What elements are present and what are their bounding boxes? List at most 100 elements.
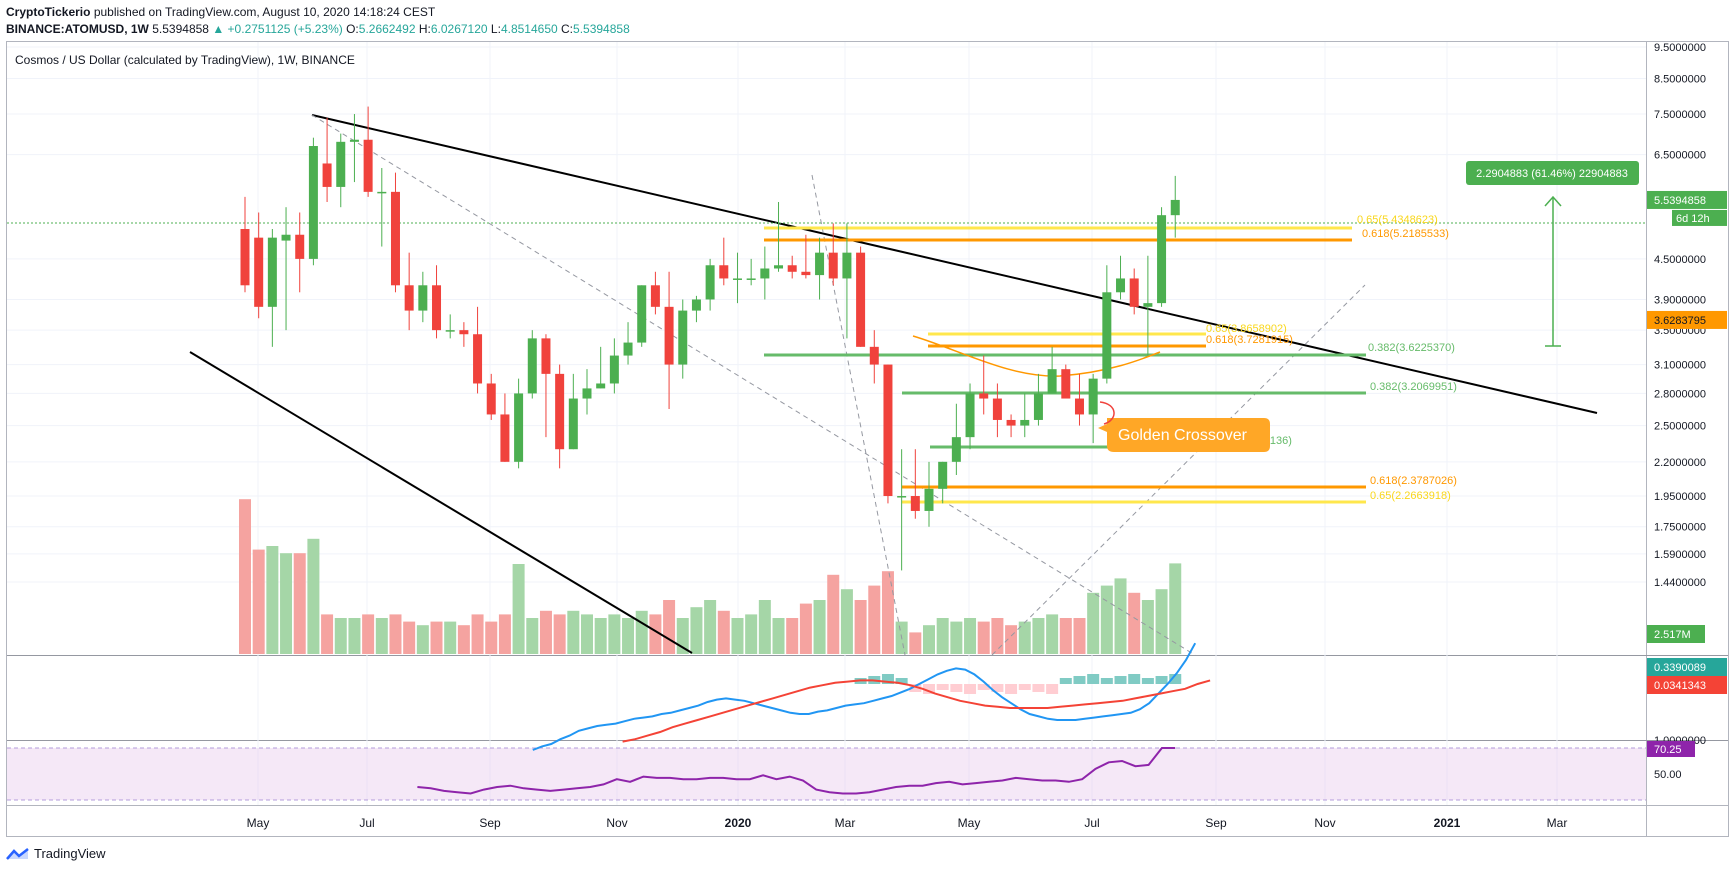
candle-body (322, 163, 332, 187)
candle-body (1088, 378, 1098, 415)
price-tick-label: 2.5000000 (1654, 421, 1706, 433)
macd-histogram-bar (895, 678, 908, 684)
volume-bar (1141, 600, 1154, 654)
golden-crossover-callout[interactable] (1098, 418, 1270, 452)
candle-body (787, 265, 797, 272)
volume-bar (403, 621, 416, 654)
last-price-tag-text: 5.5394858 (1654, 195, 1706, 207)
volume-bar (1155, 589, 1168, 654)
volume-bar (1032, 618, 1045, 654)
candle-body (691, 299, 701, 311)
volume-bar (758, 600, 771, 654)
dashed-line-1[interactable] (311, 114, 1196, 656)
measure-label-box[interactable] (1466, 161, 1639, 185)
macd-histogram-bar (881, 674, 894, 684)
publisher-name[interactable]: CryptoTickerio (6, 5, 91, 19)
volume-bar (334, 618, 347, 654)
published-text: published on TradingView.com, August 10,… (93, 5, 436, 19)
candle-body (568, 398, 578, 450)
macd-histogram-bar (950, 684, 963, 692)
volume-bar (663, 600, 676, 654)
candle-body (705, 265, 715, 300)
time-axis[interactable]: May Jul Sep Nov 2020 Mar May Jul Sep Nov 2021 Mar (247, 816, 1568, 830)
rsi-tick-2: 50.00 (1654, 769, 1682, 781)
volume-bar (827, 574, 840, 654)
macd-histogram-bar (991, 684, 1004, 692)
volume-bar (717, 610, 730, 654)
candle-body (897, 496, 907, 498)
candle-body (1102, 292, 1112, 379)
candle-body (664, 306, 674, 365)
trendline-lower[interactable] (189, 351, 693, 654)
candle-body (979, 393, 989, 399)
macd-histogram-bar (1169, 674, 1182, 684)
candle-body (582, 388, 592, 399)
volume-bar (1169, 563, 1182, 654)
volume-bar (868, 585, 881, 654)
volume-bar (622, 618, 635, 654)
dashed-line-2[interactable] (991, 284, 1366, 656)
volume-bar (649, 614, 662, 654)
measure-label-text: 2.2904883 (61.46%) 22904883 (1476, 168, 1628, 180)
rsi-pane (417, 747, 1176, 795)
volume-bar (416, 625, 429, 654)
price-tick-label: 1.9500000 (1654, 491, 1706, 503)
price-axis[interactable]: 9.5000000 8.5000000 7.5000000 6.5000000 4.50… (1647, 42, 1727, 781)
macd-histogram-bar (1032, 684, 1045, 692)
volume-bar (498, 614, 511, 654)
fib-label: 0.618(5.2185533) (1362, 228, 1449, 240)
fib-label: 0.65(3.8658902) (1206, 323, 1287, 335)
candle-body (473, 334, 483, 384)
volume-bar (745, 614, 758, 654)
candle-body (500, 414, 510, 462)
footer-brand[interactable]: TradingView (6, 846, 106, 861)
signal-tag (1647, 676, 1727, 694)
chart-title: Cosmos / US Dollar (calculated by Tradin… (15, 53, 355, 67)
measure-arrow-head (1544, 195, 1562, 207)
macd-histogram-bar (1141, 678, 1154, 684)
candle-body (1129, 278, 1139, 307)
candles (240, 106, 1180, 571)
candle-body (1074, 398, 1084, 415)
volume-bar (690, 607, 703, 654)
countdown-tag-text: 6d 12h (1676, 213, 1710, 225)
volume-bar (526, 618, 539, 654)
symbol-label: BINANCE:ATOMUSD, 1W (6, 22, 149, 36)
fib-label: 0.382(3.6225370) (1368, 342, 1455, 354)
candle-body (404, 285, 414, 311)
volume-bar (1114, 578, 1127, 654)
candle-body (842, 252, 852, 279)
volume-bar (471, 614, 484, 654)
publisher-line: CryptoTickerio published on TradingView.… (6, 5, 435, 19)
dashed-line-3[interactable] (811, 174, 906, 656)
candle-body (445, 330, 455, 332)
candle-body (377, 191, 387, 194)
candle-body (1033, 393, 1043, 420)
trendline-upper[interactable] (311, 114, 1598, 414)
volume-bar (594, 618, 607, 654)
candle-body (801, 271, 811, 276)
candle-body (924, 488, 934, 511)
candle-body (678, 310, 688, 365)
candle-body (746, 278, 756, 280)
volume-bar (430, 621, 443, 654)
symbol-line: BINANCE:ATOMUSD, 1W 5.5394858 ▲ +0.27511… (6, 22, 630, 36)
macd-histogram-bar (1073, 676, 1086, 684)
low-value: 4.8514650 (500, 22, 558, 36)
price-tick-label: 1.5900000 (1654, 549, 1706, 561)
time-tick-label: Nov (1314, 816, 1335, 830)
grid (7, 42, 1646, 805)
candle-body (1116, 278, 1126, 293)
candle-body (459, 330, 469, 335)
time-tick-label: Sep (1205, 816, 1227, 830)
volume-bar (266, 546, 279, 654)
candle-body (555, 373, 565, 450)
candle-body (432, 285, 442, 331)
time-tick-label: 2020 (725, 816, 752, 830)
candle-body (637, 285, 647, 343)
macd-tag-text: 0.3390089 (1654, 662, 1706, 674)
fib-label: 0.618(2.3787026) (1370, 475, 1457, 487)
price-tick-label: 2.8000000 (1654, 388, 1706, 400)
macd-histogram-bar (1155, 676, 1168, 684)
